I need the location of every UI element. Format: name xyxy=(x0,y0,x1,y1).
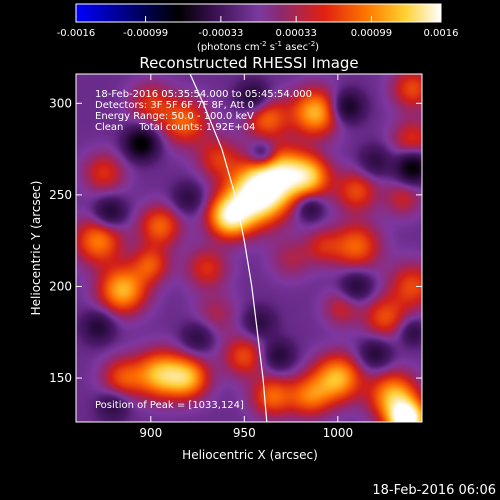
colorbar-tick-label: 0.0016 xyxy=(424,28,459,39)
energy-range-text: Energy Range: 50.0 - 100.0 keV xyxy=(95,111,254,122)
colorbar-tick-label: -0.00099 xyxy=(123,28,168,39)
x-axis-label: Heliocentric X (arcsec) xyxy=(182,448,318,462)
y-axis-label: Heliocentric Y (arcsec) xyxy=(29,181,43,316)
clean-counts-text: Clean Total counts: 1.92E+04 xyxy=(95,122,255,133)
x-tick-label: 950 xyxy=(233,426,256,440)
colorbar-units: (photons cm-2 s-1 asec-2) xyxy=(197,40,319,53)
colorbar-tick-label: 0.00099 xyxy=(351,28,392,39)
x-tick-label: 1000 xyxy=(323,426,354,440)
y-tick-label: 300 xyxy=(49,96,72,110)
colorbar-tick-label: -0.0016 xyxy=(57,28,96,39)
y-tick-label: 200 xyxy=(49,279,72,293)
colorbar: -0.0016 -0.00099 -0.00033 0.00033 0.00099 0.0… xyxy=(57,3,459,53)
x-axis-ticks: 900 950 1000 xyxy=(139,74,353,440)
heatmap-image xyxy=(76,74,422,422)
detectors-text: Detectors: 3F 5F 6F 7F 8F, Att 0 xyxy=(95,100,254,111)
colorbar-tick-label: 0.00033 xyxy=(275,28,316,39)
time-range-text: 18-Feb-2016 05:35:54.000 to 05:45:54.000 xyxy=(95,89,312,100)
colorbar-ticks: -0.0016 -0.00099 -0.00033 0.00033 0.00099 0.0… xyxy=(57,16,459,39)
solar-limb-line xyxy=(189,74,268,422)
plot-frame xyxy=(75,73,423,423)
footer-date: 18-Feb-2016 06:06 xyxy=(372,483,496,498)
colorbar-tick-label: -0.00033 xyxy=(198,28,243,39)
y-tick-label: 150 xyxy=(49,371,72,385)
info-block: 18-Feb-2016 05:35:54.000 to 05:45:54.000… xyxy=(95,89,312,133)
image-plot: 900 950 1000 150 200 250 300 xyxy=(49,73,423,440)
x-tick-label: 900 xyxy=(139,426,162,440)
y-axis-ticks: 150 200 250 300 xyxy=(49,96,422,385)
peak-position-text: Position of Peak = [1033,124] xyxy=(95,400,244,411)
plot-title: Reconstructed RHESSI Image xyxy=(139,54,358,72)
y-tick-label: 250 xyxy=(49,188,72,202)
colorbar-gradient xyxy=(75,3,442,23)
